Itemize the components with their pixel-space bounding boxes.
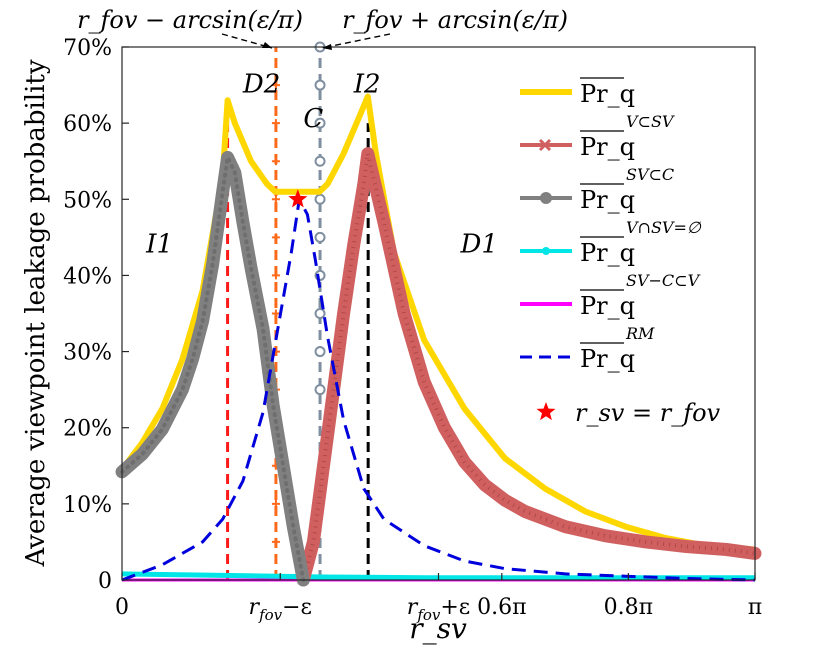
plus-marker: [271, 157, 280, 166]
annotation-right-arrowhead: [322, 44, 332, 50]
legend-marker: [538, 138, 552, 152]
annotation-right-arrow: [321, 33, 391, 49]
legend-superscript: SV⊂C: [626, 165, 674, 184]
legend-marker: [542, 247, 550, 255]
circle-marker: [314, 346, 326, 358]
x-tick-label: rfov−ε: [249, 595, 312, 624]
plus-marker: [271, 271, 280, 280]
star-marker: [288, 189, 308, 208]
circle-marker: [314, 117, 326, 129]
legend-superscript: SV−C⊂V: [626, 271, 701, 290]
legend-superscript: V∩SV=∅: [626, 218, 702, 237]
series-line-v-in-sv: [296, 147, 762, 587]
series-line-rm: [121, 194, 756, 582]
region-label: D1: [460, 230, 498, 260]
y-axis-label: Average viewpoint leakage probability: [21, 59, 51, 567]
y-tick-label: 50%: [63, 188, 112, 213]
plus-marker: [271, 81, 280, 90]
annotation-right-top: r_fov + arcsin(ε/π): [342, 6, 568, 34]
circle-marker: [314, 193, 326, 205]
legend-marker: [540, 192, 552, 204]
legend-label: Pr_q: [580, 292, 635, 320]
circle-marker: [314, 155, 326, 167]
circle-marker: [314, 308, 326, 319]
plus-marker: [271, 537, 280, 546]
circle-marker: [314, 231, 326, 243]
plus-marker: [271, 309, 280, 318]
circle-marker: [314, 384, 326, 396]
y-tick-label: 20%: [63, 417, 112, 442]
plus-marker: [271, 195, 280, 204]
plus-marker: [271, 499, 280, 508]
y-tick-label: 70%: [63, 36, 112, 61]
y-tick-label: 60%: [63, 112, 112, 137]
annotation-left-arrowhead: [262, 42, 272, 48]
region-label: D2: [242, 70, 280, 100]
legend-superscript: V⊂SV: [626, 112, 675, 131]
legend-label: Pr_q: [580, 186, 635, 214]
x-tick-label: 0.6π: [477, 595, 526, 620]
legend-marker-label: r_sv = r_fov: [575, 399, 721, 427]
x-axis-label: r_sv: [409, 612, 467, 645]
legend-label: Pr_q: [580, 239, 635, 267]
region-label: I2: [353, 70, 381, 100]
x-tick-label: rfov+ε: [407, 595, 470, 624]
x-tick-label: 0.8π: [604, 595, 653, 620]
legend-star-icon: [536, 402, 556, 421]
legend-superscript: RM: [625, 324, 655, 343]
legend-label: Pr_q: [580, 80, 635, 108]
legend-label: Pr_q: [580, 345, 635, 373]
y-tick-label: 10%: [63, 493, 112, 518]
series-line-sv-in-c: [115, 150, 310, 587]
circle-marker: [314, 79, 326, 91]
plus-marker: [271, 119, 280, 128]
region-label: C: [303, 104, 323, 134]
x-tick-label: π: [748, 595, 762, 620]
x-tick-label: 0: [115, 595, 129, 620]
plus-marker: [271, 233, 280, 242]
legend: Pr_q Pr_q V⊂SV Pr_q SV⊂C Pr_q V∩SV=∅ Pr_q SV−C⊂V…: [520, 77, 721, 427]
y-tick-label: 0: [98, 569, 112, 594]
annotation-left-top: r_fov − arcsin(ε/π): [77, 6, 303, 34]
y-tick-label: 40%: [63, 264, 112, 289]
legend-label: Pr_q: [580, 133, 635, 161]
y-tick-label: 30%: [63, 341, 112, 366]
region-label: I1: [145, 230, 173, 260]
